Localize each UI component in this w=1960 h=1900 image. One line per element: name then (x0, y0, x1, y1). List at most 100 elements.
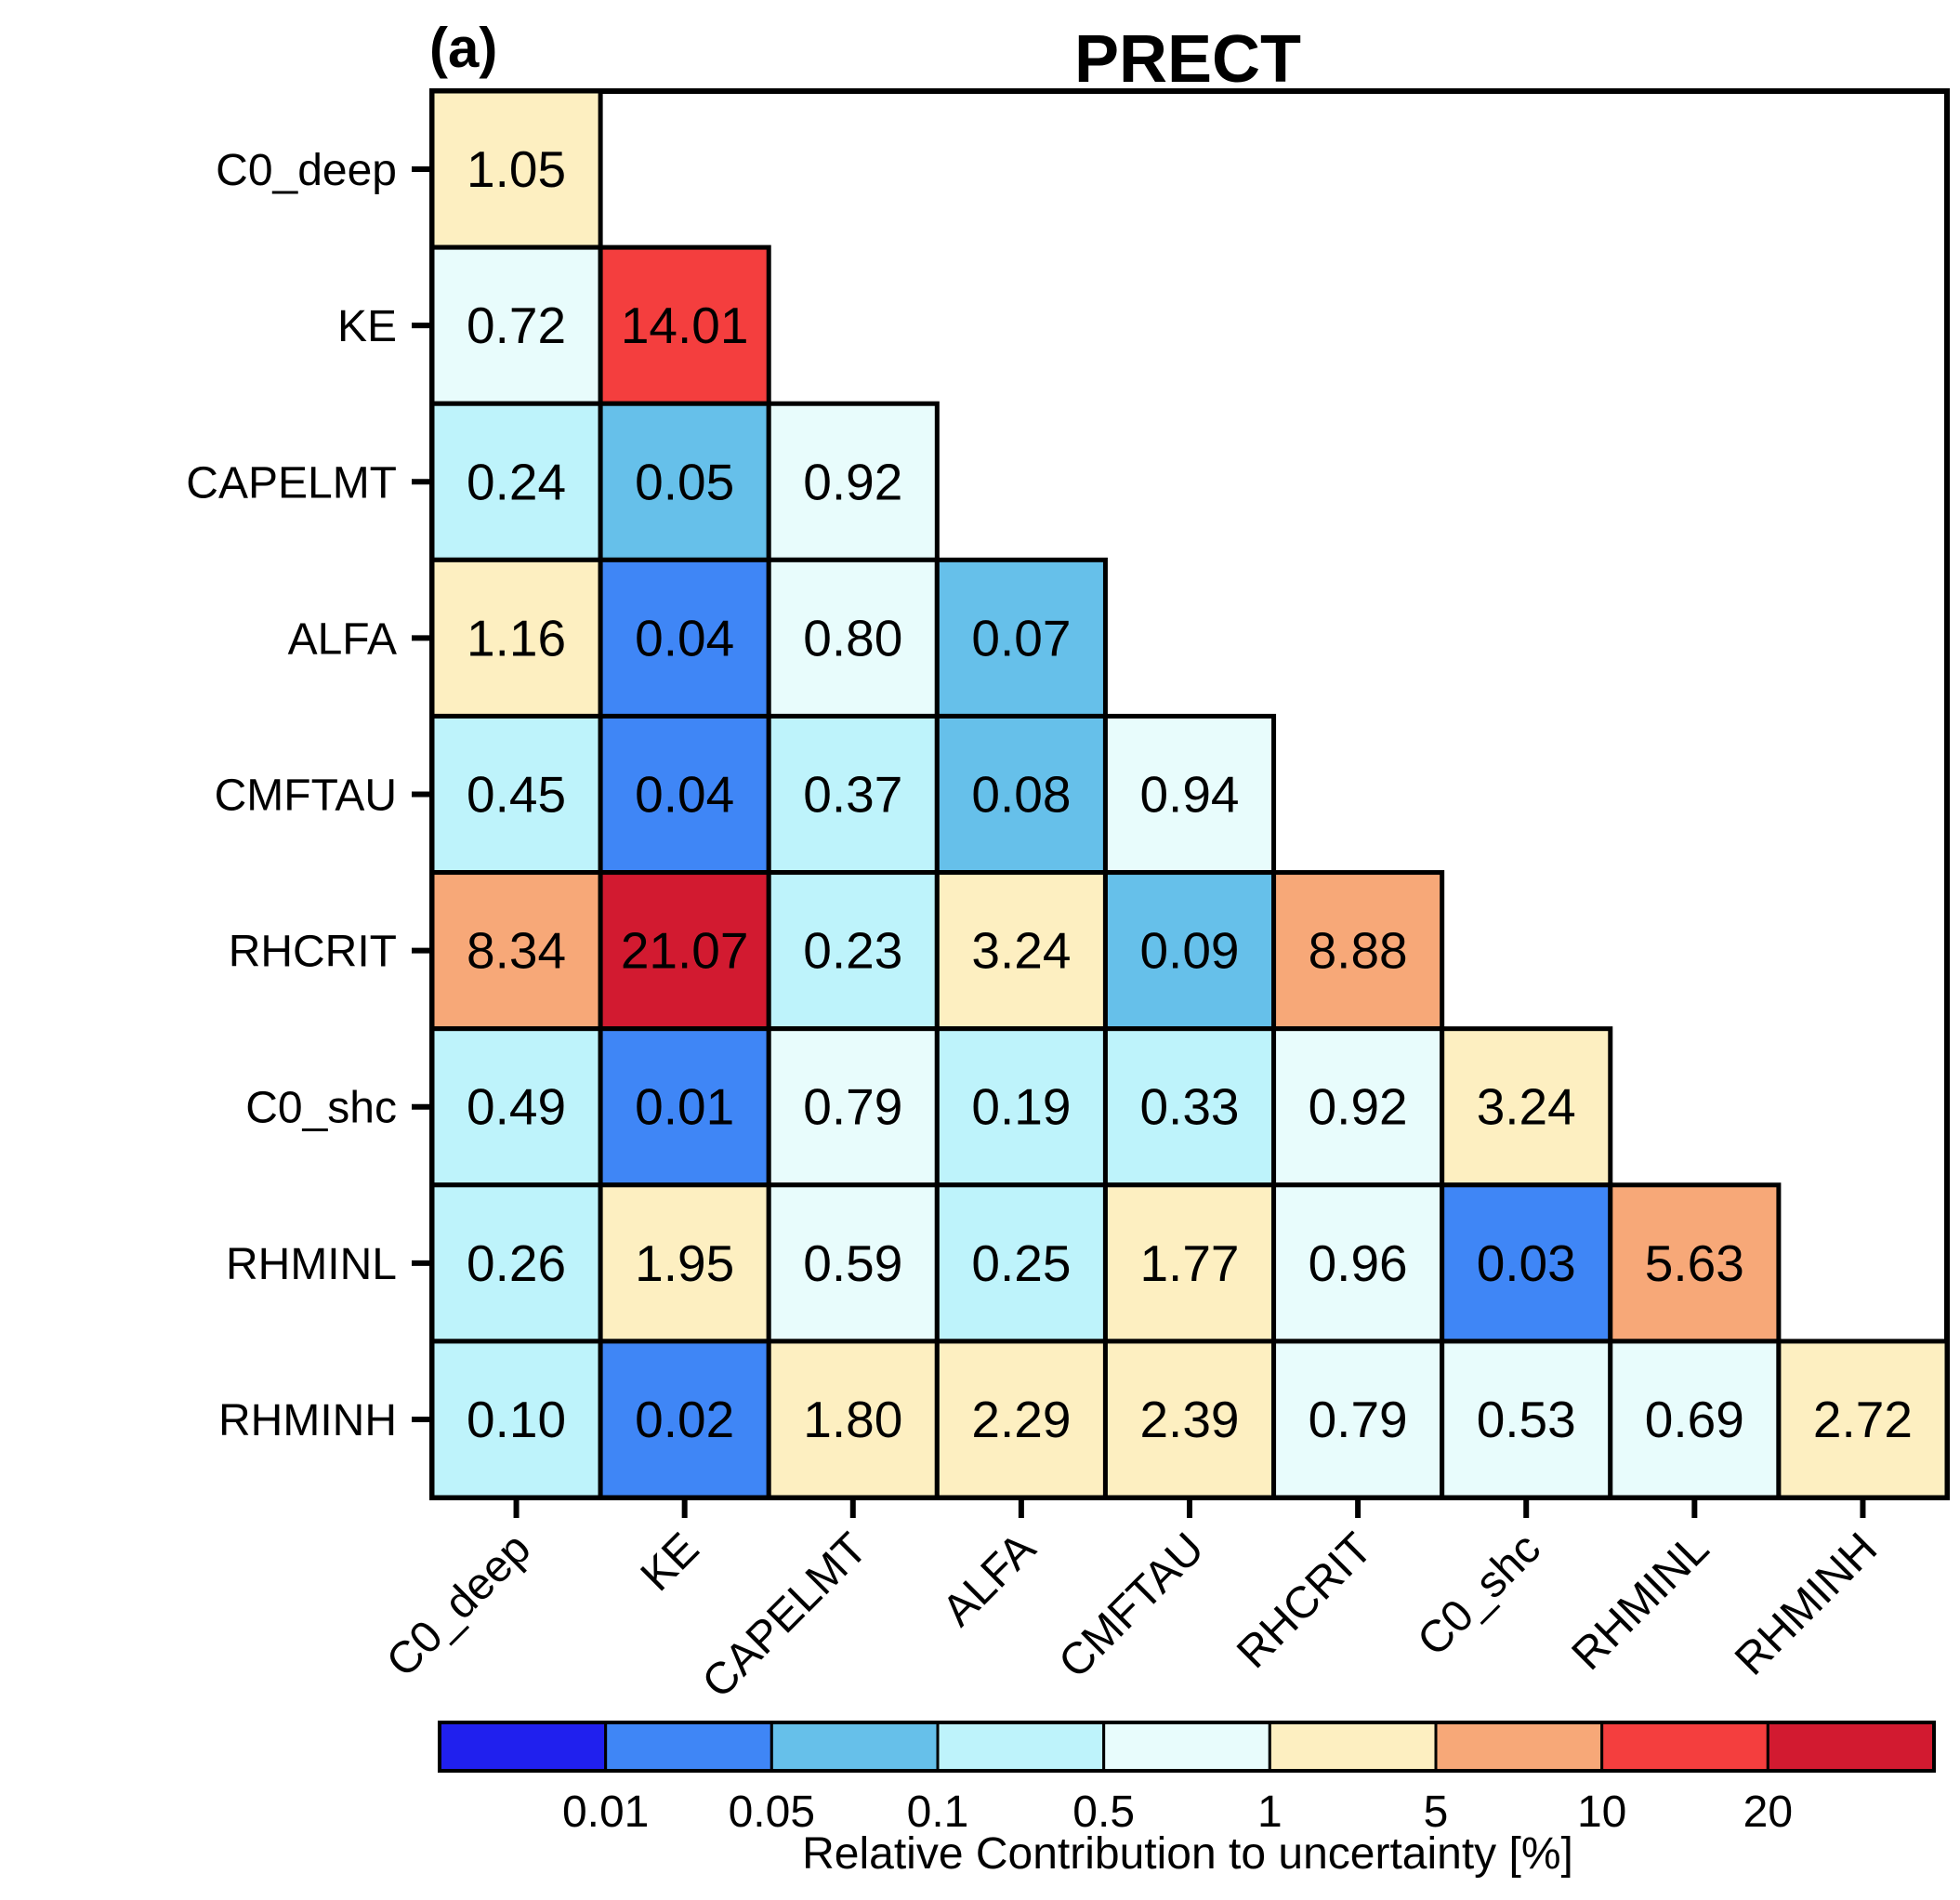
y-tick-label: RHCRIT (229, 928, 397, 977)
cell-value-label: 0.26 (467, 1234, 566, 1292)
colorbar-tick-label: 20 (1743, 1788, 1793, 1837)
heatmap-cell (1440, 1182, 1613, 1344)
heatmap-cell (934, 1339, 1108, 1500)
cell-value-label: 0.03 (1477, 1234, 1576, 1292)
colorbar-tick-label: 10 (1577, 1788, 1626, 1837)
cell-value-label: 0.45 (467, 766, 566, 824)
cell-value-label: 0.04 (635, 609, 734, 666)
colorbar-tick-label: 0.5 (1072, 1788, 1135, 1837)
cell-value-label: 2.72 (1813, 1391, 1913, 1448)
colorbar-tick-label: 5 (1424, 1788, 1449, 1837)
heatmap-cell (598, 713, 771, 876)
colorbar-tick-label: 0.1 (907, 1788, 969, 1837)
cell-value-label: 1.16 (467, 609, 566, 666)
colorbar-segment (438, 1721, 608, 1773)
heatmap-cell (1102, 870, 1277, 1032)
cell-value-label: 2.29 (971, 1391, 1071, 1448)
heatmap-cell (598, 870, 771, 1032)
heatmap-cell (934, 1182, 1108, 1344)
cell-value-label: 0.80 (803, 609, 902, 666)
heatmap-cell (598, 1182, 771, 1344)
heatmap-cell (766, 401, 940, 562)
x-tick-label: KE (632, 1524, 709, 1601)
x-tick-label: CAPELMT (693, 1524, 877, 1708)
colorbar-tick-label: 1 (1257, 1788, 1283, 1837)
x-tick-label: RHCRIT (1228, 1524, 1382, 1678)
cell-value-label: 0.79 (803, 1078, 902, 1136)
heatmap-cell (766, 1182, 940, 1344)
cell-value-label: 0.69 (1645, 1391, 1744, 1448)
y-tick-label: CMFTAU (215, 772, 397, 821)
heatmap-cell (429, 870, 603, 1032)
cell-value-label: 1.95 (635, 1234, 734, 1292)
y-tick-label: RHMINH (218, 1396, 397, 1445)
colorbar: 0.01 0.05 0.1 0.5 1 5 10 20 (438, 1721, 1936, 1837)
cell-value-label: 0.02 (635, 1391, 734, 1448)
y-tick-label: RHMINL (226, 1240, 397, 1289)
cell-value-label: 0.24 (467, 453, 566, 510)
cell-value-label: 0.10 (467, 1391, 566, 1448)
cell-value-label: 14.01 (621, 297, 749, 354)
colorbar-tick-label: 0.01 (562, 1788, 649, 1837)
cell-value-label: 0.19 (971, 1078, 1071, 1136)
cell-value-label: 1.77 (1139, 1234, 1239, 1292)
cell-value-label: 0.79 (1309, 1391, 1408, 1448)
heatmap-cell (598, 557, 771, 719)
x-tick-label: RHMINL (1563, 1524, 1719, 1680)
cell-value-label: 0.01 (635, 1078, 734, 1136)
x-tick-label: ALFA (933, 1524, 1045, 1635)
heatmap-cell (1102, 713, 1277, 876)
cell-value-label: 8.34 (467, 922, 566, 980)
heatmap-cell (598, 1026, 771, 1188)
heatmap-cell (766, 1339, 940, 1500)
cell-value-label: 21.07 (621, 922, 749, 980)
heatmap-cell (1776, 1339, 1950, 1500)
cell-value-label: 1.80 (803, 1391, 902, 1448)
heatmap-cell (1608, 1339, 1782, 1500)
heatmap-cell (429, 713, 603, 876)
colorbar-segment (1268, 1721, 1438, 1773)
cell-value-label: 0.07 (971, 609, 1071, 666)
cell-value-label: 0.08 (971, 766, 1071, 824)
colorbar-segment (936, 1721, 1106, 1773)
x-tick-label: RHMINH (1726, 1524, 1887, 1684)
cell-value-label: 0.37 (803, 766, 902, 824)
cell-value-label: 0.96 (1309, 1234, 1408, 1292)
cell-value-label: 0.33 (1139, 1078, 1239, 1136)
heatmap-cell (598, 244, 771, 406)
colorbar-segment (1102, 1721, 1271, 1773)
colorbar-segment (1434, 1721, 1604, 1773)
heatmap-cell (1102, 1339, 1277, 1500)
cell-value-label: 0.04 (635, 766, 734, 824)
heatmap-cells: 1.05 0.72 14.01 0.24 0.05 0.92 1.16 0.04 0.80 0.0… (429, 88, 1950, 1500)
cell-value-label: 0.59 (803, 1234, 902, 1292)
colorbar-segment (604, 1721, 773, 1773)
heatmap-cell (1102, 1026, 1277, 1188)
x-tick-label: C0_shc (1408, 1524, 1550, 1666)
cell-value-label: 0.53 (1477, 1391, 1576, 1448)
colorbar-segment (770, 1721, 940, 1773)
y-tick-label: ALFA (288, 614, 397, 664)
y-axis: C0_deep KE CAPELMT ALFA CMFTAU RHCRIT C0_shc RH… (186, 146, 432, 1445)
cell-value-label: 1.05 (467, 140, 566, 198)
cell-value-label: 0.72 (467, 297, 566, 354)
colorbar-tick-label: 0.05 (729, 1788, 815, 1837)
cell-value-label: 0.05 (635, 453, 734, 510)
y-tick-label: KE (337, 302, 397, 351)
cell-value-label: 8.88 (1309, 922, 1408, 980)
cell-value-label: 0.23 (803, 922, 902, 980)
cell-value-label: 3.24 (971, 922, 1071, 980)
heatmap-cell (1271, 1026, 1445, 1188)
x-tick-label: CMFTAU (1049, 1524, 1213, 1687)
cell-value-label: 2.39 (1139, 1391, 1239, 1448)
x-tick-label: C0_deep (377, 1524, 540, 1686)
colorbar-label: Relative Contribution to uncertainty [%] (802, 1829, 1573, 1879)
cell-value-label: 0.25 (971, 1234, 1071, 1292)
y-tick-label: C0_shc (245, 1084, 397, 1133)
chart-title: PRECT (1074, 22, 1301, 97)
heatmap-cell (1608, 1182, 1782, 1344)
y-tick-label: CAPELMT (186, 458, 397, 508)
colorbar-segment (1766, 1721, 1936, 1773)
